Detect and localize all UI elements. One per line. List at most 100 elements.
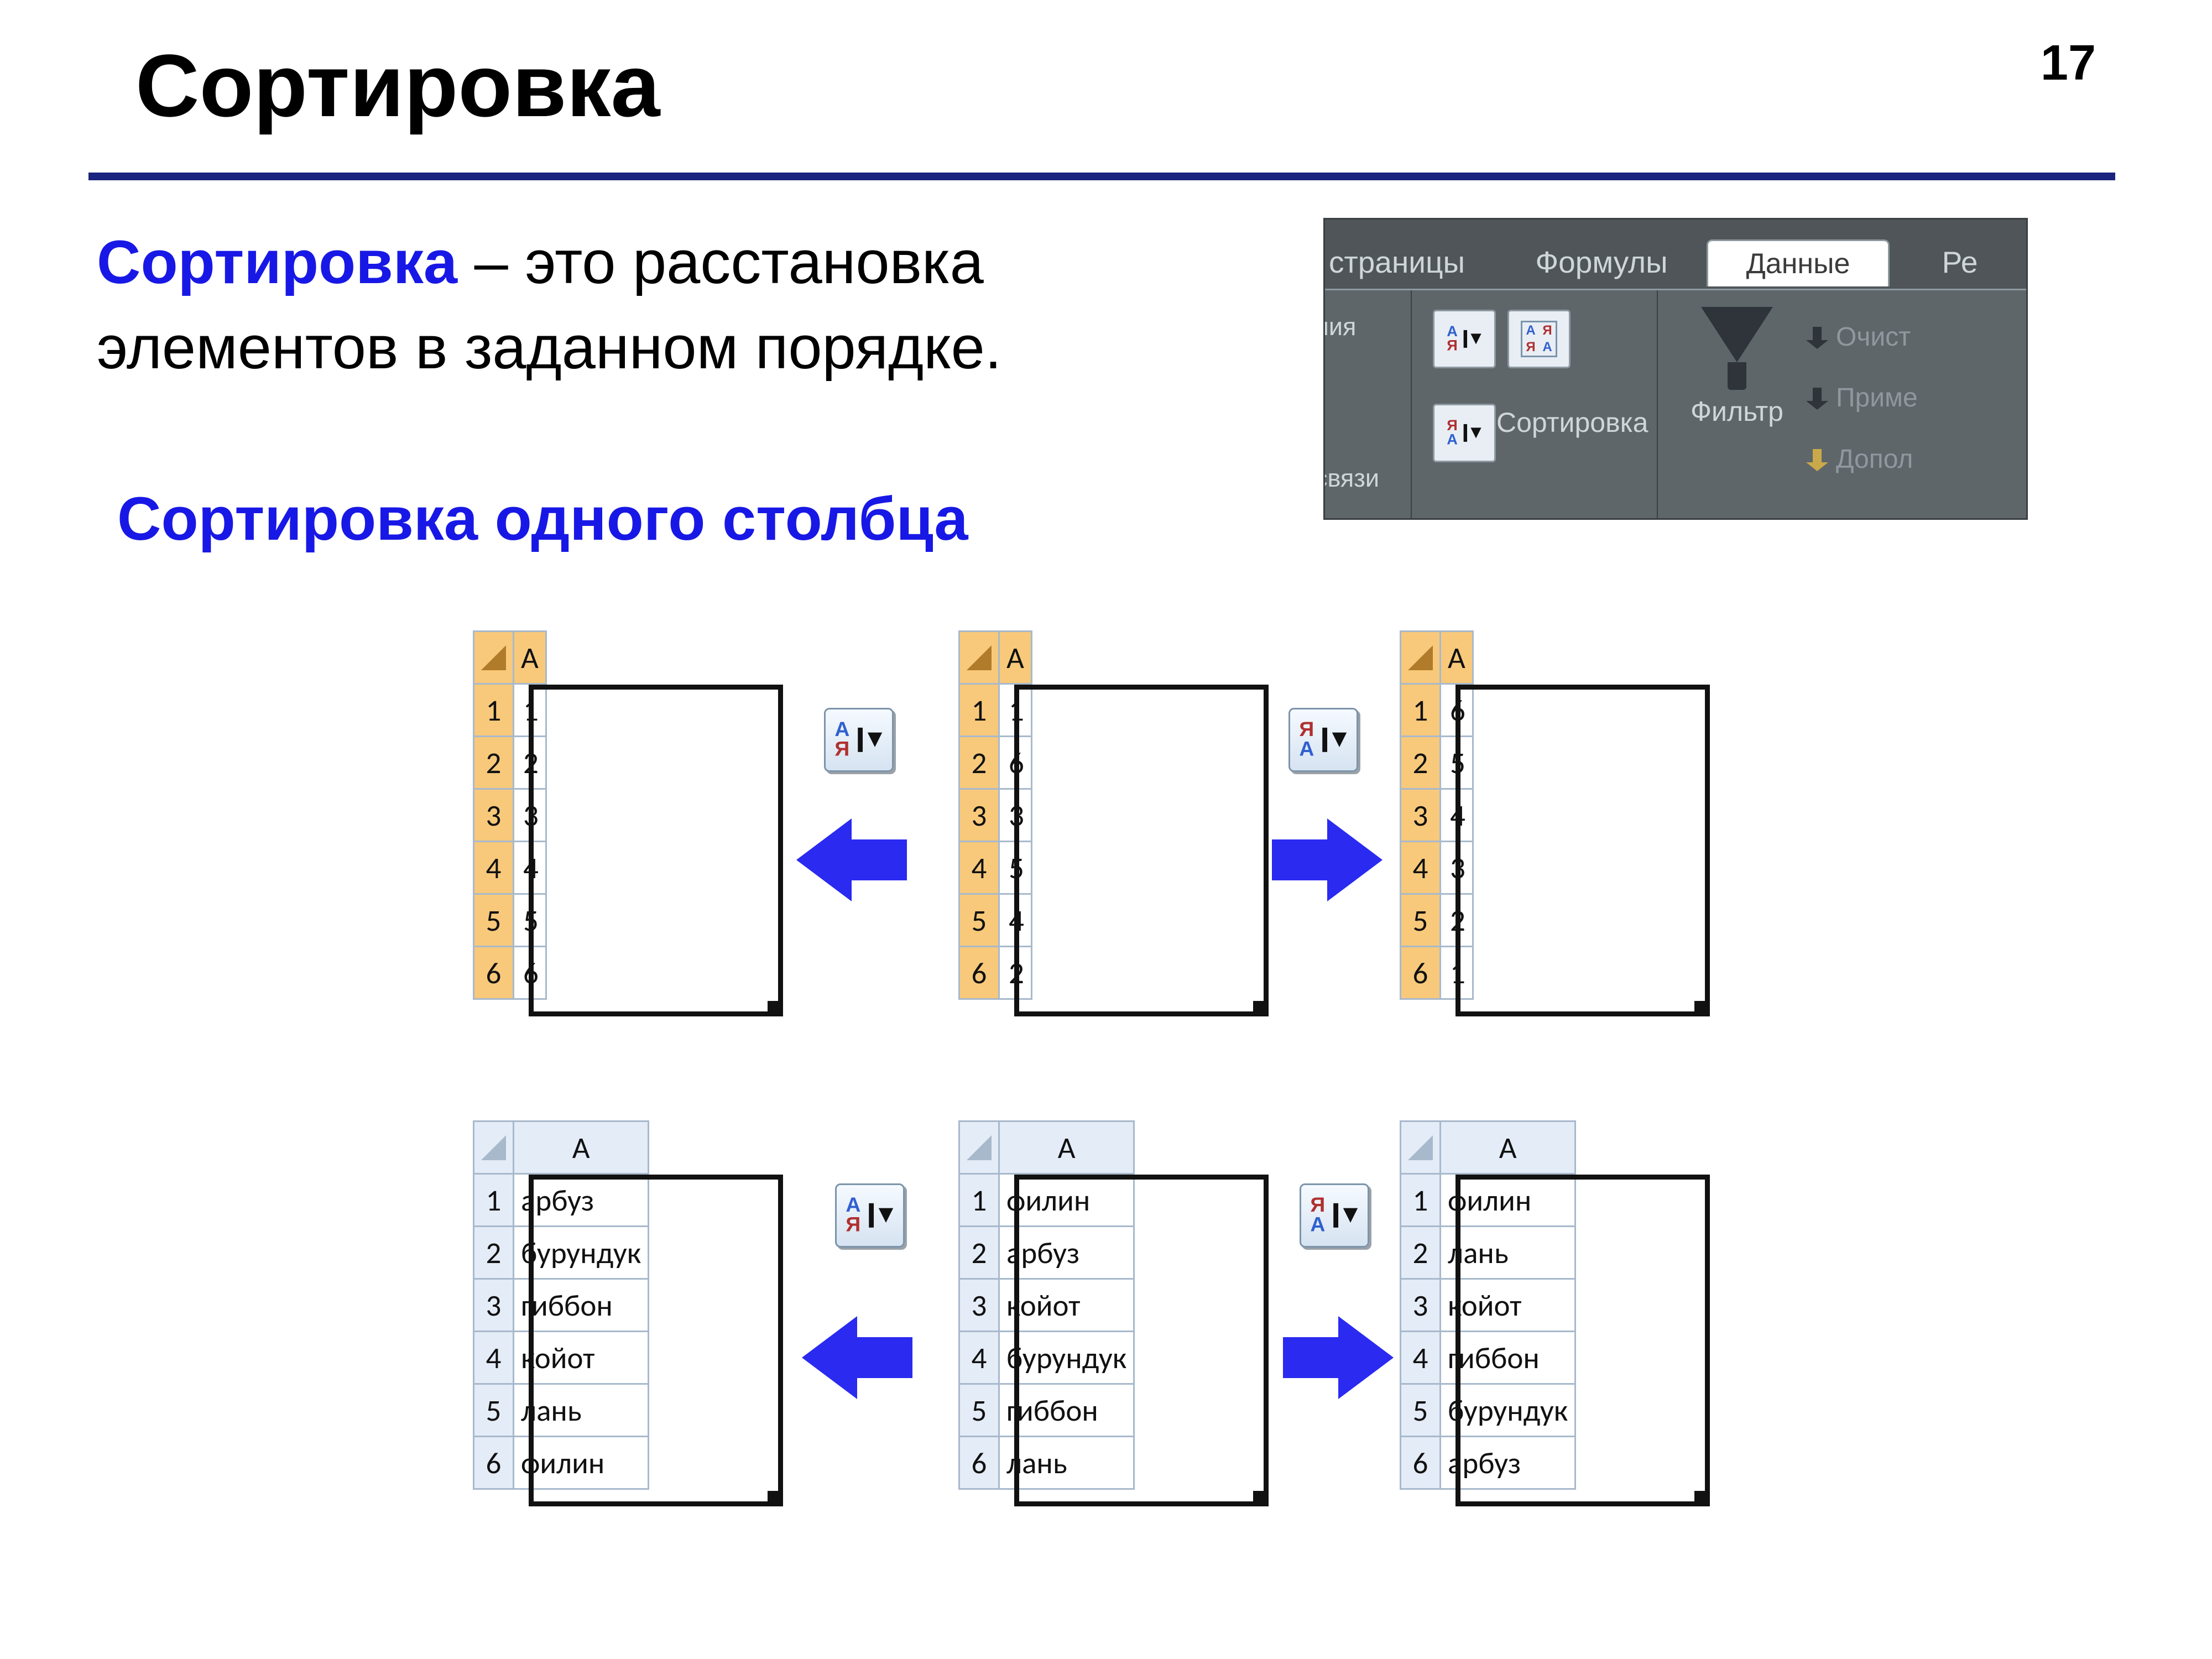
cell[interactable]: 4 [1441,789,1473,842]
cell[interactable]: 6 [514,947,546,999]
column-header[interactable]: A [514,632,546,684]
cell[interactable]: гиббон [1441,1332,1575,1384]
row-header[interactable]: 1 [1401,684,1441,737]
cell[interactable]: арбуз [999,1227,1134,1279]
ribbon-tab-data[interactable]: Данные [1707,239,1890,286]
row-header[interactable]: 6 [474,1437,514,1489]
select-all-corner[interactable] [474,632,514,684]
sort-dialog-button[interactable]: АЯЯА [1507,310,1571,368]
fill-handle[interactable] [768,1491,781,1504]
fill-handle[interactable] [1253,1001,1266,1014]
cell[interactable]: 4 [999,894,1032,947]
row-header[interactable]: 6 [1401,947,1441,999]
cell[interactable]: 5 [1441,737,1473,789]
cell[interactable]: 1 [514,684,546,737]
row-header[interactable]: 4 [474,842,514,894]
cell[interactable]: бурундук [1441,1384,1575,1437]
filter-advanced[interactable]: Допол [1806,429,1918,490]
row-header[interactable]: 6 [959,947,999,999]
row-header[interactable]: 6 [1401,1437,1441,1489]
row-header[interactable]: 3 [1401,789,1441,842]
cell[interactable]: 2 [1441,894,1473,947]
column-header[interactable]: A [514,1121,649,1174]
row-header[interactable]: 1 [474,684,514,737]
cell[interactable]: 2 [999,947,1032,999]
cell[interactable]: лань [999,1437,1134,1489]
cell[interactable]: филин [514,1437,649,1489]
cell[interactable]: 3 [1441,842,1473,894]
fill-handle[interactable] [1694,1491,1708,1504]
select-all-corner[interactable] [959,632,999,684]
row-header[interactable]: 3 [474,789,514,842]
ribbon-tab-formulas[interactable]: Формулы [1507,239,1695,285]
row-header[interactable]: 6 [474,947,514,999]
sort-asc-button[interactable]: АЯ [824,708,894,772]
row-header[interactable]: 1 [1401,1174,1441,1227]
row-header[interactable]: 5 [1401,894,1441,947]
cell[interactable]: гиббон [514,1279,649,1332]
select-all-corner[interactable] [474,1121,514,1174]
select-all-corner[interactable] [959,1121,999,1174]
cell[interactable]: филин [1441,1174,1575,1227]
row-header[interactable]: 2 [959,1227,999,1279]
row-header[interactable]: 6 [959,1437,999,1489]
column-header[interactable]: A [999,632,1032,684]
sort-desc-button[interactable]: ЯА [1300,1183,1369,1248]
cell[interactable]: 3 [999,789,1032,842]
cell[interactable]: гиббон [999,1384,1134,1437]
row-header[interactable]: 2 [1401,1227,1441,1279]
cell[interactable]: 1 [999,684,1032,737]
row-header[interactable]: 4 [1401,1332,1441,1384]
cell[interactable]: 6 [1441,684,1473,737]
cell[interactable]: 3 [514,789,546,842]
select-all-corner[interactable] [1401,1121,1441,1174]
filter-apply[interactable]: Приме [1806,368,1918,429]
cell[interactable]: 4 [514,842,546,894]
cell[interactable]: 5 [514,894,546,947]
row-header[interactable]: 1 [959,1174,999,1227]
row-header[interactable]: 2 [1401,737,1441,789]
row-header[interactable]: 1 [959,684,999,737]
cell[interactable]: 5 [999,842,1032,894]
cell[interactable]: 6 [999,737,1032,789]
cell[interactable]: 2 [514,737,546,789]
cell[interactable]: лань [1441,1227,1575,1279]
row-header[interactable]: 2 [474,737,514,789]
column-header[interactable]: A [999,1121,1134,1174]
row-header[interactable]: 4 [1401,842,1441,894]
row-header[interactable]: 3 [959,789,999,842]
fill-handle[interactable] [768,1001,781,1014]
ribbon-tab-pages[interactable]: страницы [1323,239,1491,285]
filter-clear[interactable]: Очист [1806,307,1918,368]
cell[interactable]: бурундук [999,1332,1134,1384]
sort-asc-button[interactable]: АЯ [1433,310,1496,368]
row-header[interactable]: 5 [474,1384,514,1437]
sort-desc-button[interactable]: ЯА [1433,404,1496,462]
select-all-corner[interactable] [1401,632,1441,684]
fill-handle[interactable] [1694,1001,1708,1014]
row-header[interactable]: 4 [474,1332,514,1384]
cell[interactable]: 1 [1441,947,1473,999]
filter-button[interactable]: Фильтр [1676,301,1798,427]
sort-asc-button[interactable]: АЯ [835,1183,905,1248]
ribbon-tab-review[interactable]: Ре [1893,239,2026,285]
cell[interactable]: койот [999,1279,1134,1332]
row-header[interactable]: 5 [1401,1384,1441,1437]
cell[interactable]: арбуз [1441,1437,1575,1489]
row-header[interactable]: 5 [959,894,999,947]
row-header[interactable]: 4 [959,1332,999,1384]
row-header[interactable]: 2 [474,1227,514,1279]
row-header[interactable]: 4 [959,842,999,894]
cell[interactable]: лань [514,1384,649,1437]
row-header[interactable]: 3 [474,1279,514,1332]
fill-handle[interactable] [1253,1491,1266,1504]
cell[interactable]: койот [1441,1279,1575,1332]
cell[interactable]: филин [999,1174,1134,1227]
row-header[interactable]: 2 [959,737,999,789]
sort-desc-button[interactable]: ЯА [1288,708,1358,772]
cell[interactable]: бурундук [514,1227,649,1279]
column-header[interactable]: A [1441,632,1473,684]
row-header[interactable]: 5 [959,1384,999,1437]
row-header[interactable]: 5 [474,894,514,947]
column-header[interactable]: A [1441,1121,1575,1174]
